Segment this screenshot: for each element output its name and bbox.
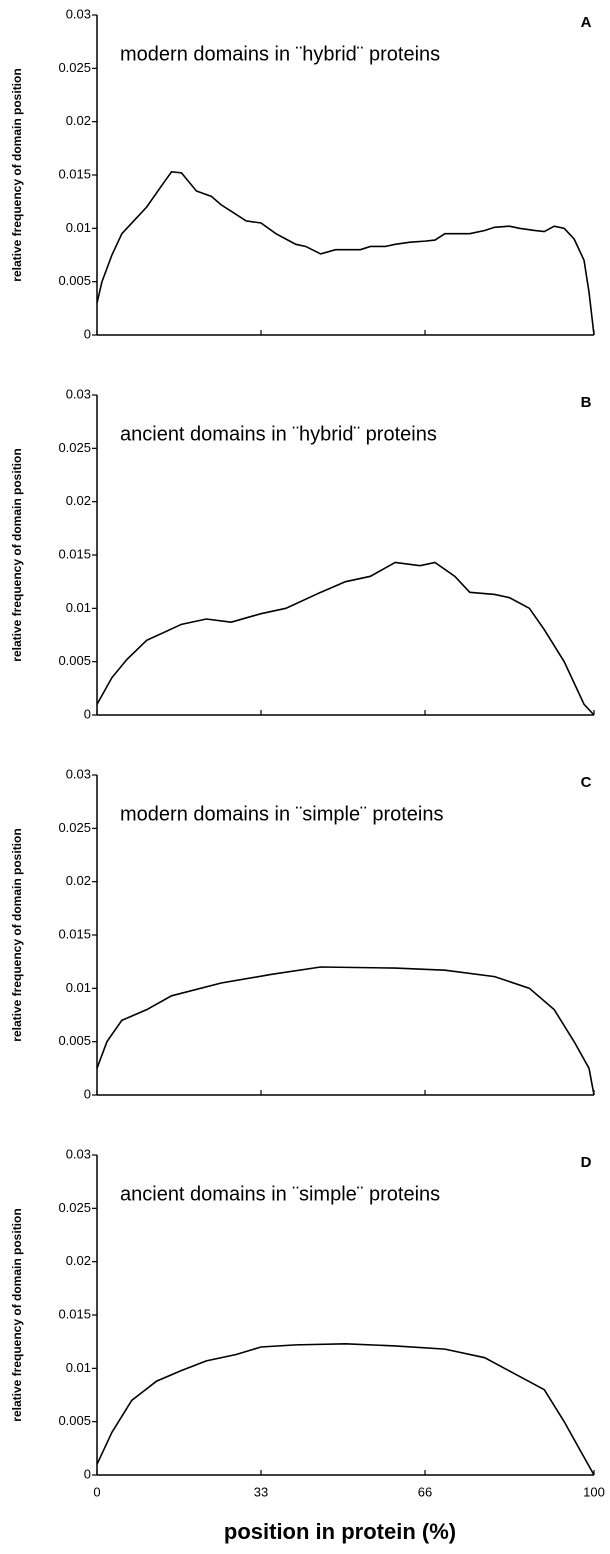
y-tick-label: 0.02	[66, 1253, 91, 1268]
y-tick-label: 0.02	[66, 493, 91, 508]
y-tick-label: 0	[84, 1086, 91, 1101]
y-tick-label: 0.005	[58, 1413, 91, 1428]
y-tick-label: 0.015	[58, 546, 91, 561]
y-tick-label: 0.015	[58, 926, 91, 941]
y-tick-label: 0.025	[58, 820, 91, 835]
y-tick-label: 0.01	[66, 1360, 91, 1375]
panel-letter: A	[581, 14, 592, 31]
panel-letter: B	[581, 394, 592, 411]
panel-title: modern domains in ¨simple¨ proteins	[120, 803, 443, 825]
y-tick-label: 0.025	[58, 1200, 91, 1215]
y-tick-label: 0.005	[58, 1033, 91, 1048]
panel-title: ancient domains in ¨simple¨ proteins	[120, 1183, 440, 1205]
y-axis-label: relative frequency of domain position	[10, 448, 24, 661]
panel-title: modern domains in ¨hybrid¨ proteins	[120, 43, 440, 65]
y-tick-label: 0.025	[58, 440, 91, 455]
y-tick-label: 0.025	[58, 60, 91, 75]
y-tick-label: 0.03	[66, 766, 91, 781]
y-tick-label: 0	[84, 326, 91, 341]
x-tick-label: 100	[583, 1484, 605, 1499]
y-axis-label: relative frequency of domain position	[10, 68, 24, 281]
y-tick-label: 0.01	[66, 220, 91, 235]
x-axis-label: position in protein (%)	[224, 1519, 456, 1544]
panel-letter: C	[581, 774, 592, 791]
y-tick-label: 0.01	[66, 600, 91, 615]
data-line	[96, 561, 595, 716]
x-tick-label: 0	[93, 1484, 100, 1499]
y-axis-label: relative frequency of domain position	[10, 1208, 24, 1421]
y-tick-label: 0.03	[66, 6, 91, 21]
panel-title: ancient domains in ¨hybrid¨ proteins	[120, 423, 437, 445]
y-tick-label: 0.03	[66, 386, 91, 401]
y-tick-label: 0.015	[58, 166, 91, 181]
y-tick-label: 0	[84, 1466, 91, 1481]
y-tick-label: 0.02	[66, 873, 91, 888]
y-tick-label: 0.01	[66, 980, 91, 995]
y-axis-label: relative frequency of domain position	[10, 828, 24, 1041]
data-line	[96, 170, 595, 336]
y-tick-label: 0.02	[66, 113, 91, 128]
y-tick-label: 0.005	[58, 653, 91, 668]
y-tick-label: 0.03	[66, 1146, 91, 1161]
y-tick-label: 0.015	[58, 1306, 91, 1321]
x-tick-label: 66	[418, 1484, 432, 1499]
y-tick-label: 0.005	[58, 273, 91, 288]
data-line	[96, 966, 595, 1096]
data-line	[96, 1342, 595, 1476]
y-tick-label: 0	[84, 706, 91, 721]
x-tick-label: 33	[254, 1484, 268, 1499]
panel-letter: D	[581, 1154, 592, 1171]
